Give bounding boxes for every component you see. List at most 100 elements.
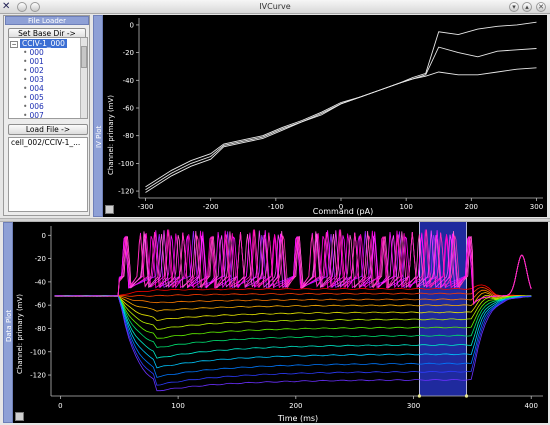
- data-axes: 0 100 200 300 400 0 -20 -40 -60 -80 -100 -120: [30, 226, 543, 410]
- tree-child-item[interactable]: • 000: [23, 48, 44, 57]
- tree-child-item[interactable]: • 006: [23, 102, 44, 111]
- hyperpolarized-trace: [54, 284, 532, 297]
- tree-bullet-icon: •: [23, 75, 28, 84]
- data-y-tick-label: -40: [35, 278, 46, 286]
- tree-scrollbar[interactable]: [80, 38, 87, 118]
- data-y-tick-label: -20: [35, 255, 46, 263]
- tree-child-label: 003: [29, 75, 44, 84]
- directory-tree[interactable]: − CCIV-1_000 • 000 • 001 • 002 • 003 • 004 • 005 • 006…: [8, 37, 88, 119]
- iv-y-tick-label: -120: [118, 188, 134, 196]
- iv-curve-3: [145, 67, 537, 193]
- iv-y-tick-label: -100: [118, 160, 134, 168]
- tree-bullet-icon: •: [23, 57, 28, 66]
- iv-curve-2: [145, 46, 537, 191]
- hyperpolarized-trace: [54, 292, 532, 312]
- hyperpolarized-trace: [54, 294, 532, 369]
- load-file-button[interactable]: Load File ->: [8, 124, 88, 135]
- minimize-button[interactable]: ▾: [509, 2, 519, 12]
- spiking-trace: [54, 229, 532, 305]
- window-title: IVCurve: [259, 2, 291, 11]
- tree-child-item[interactable]: • 003: [23, 75, 44, 84]
- data-x-tick-label: 100: [171, 402, 184, 410]
- tree-scroll-thumb[interactable]: [81, 46, 87, 68]
- iv-curves: [145, 21, 537, 193]
- data-x-axis-label: Time (ms): [277, 414, 318, 423]
- app-icon[interactable]: ✕: [2, 1, 11, 12]
- tree-child-item[interactable]: • 004: [23, 84, 44, 93]
- data-y-tick-label: -80: [35, 325, 46, 333]
- tree-bullet-icon: •: [23, 102, 28, 111]
- loaded-files-list[interactable]: cell_002/CCIV-1_...: [8, 137, 88, 212]
- hyperpolarized-trace: [54, 294, 532, 348]
- iv-y-tick-label: -20: [123, 49, 134, 57]
- data-y-tick-label: -120: [30, 372, 46, 380]
- maximize-button[interactable]: ▴: [522, 2, 532, 12]
- data-x-tick-label: 300: [407, 402, 420, 410]
- iv-x-tick-label: 300: [530, 203, 543, 211]
- loaded-files-container: cell_002/CCIV-1_...: [9, 138, 87, 147]
- tree-child-label: 001: [29, 57, 44, 66]
- tree-root-item[interactable]: − CCIV-1_000: [10, 39, 67, 48]
- iv-y-tick-label: -60: [123, 105, 134, 113]
- data-x-tick-label: 200: [289, 402, 302, 410]
- tree-bullet-icon: •: [23, 84, 28, 93]
- tree-bullet-icon: •: [23, 93, 28, 102]
- tree-child-label: 005: [29, 93, 44, 102]
- data-y-axis-label: Channel: primary (mV): [16, 294, 24, 374]
- data-plot-dock-tab[interactable]: Data Plot: [3, 222, 13, 423]
- data-autoscale-button[interactable]: [15, 412, 24, 421]
- tree-child-item[interactable]: • 007: [23, 111, 44, 119]
- voltage-traces: [54, 229, 532, 392]
- sticky-button[interactable]: [30, 2, 40, 12]
- iv-autoscale-button[interactable]: [105, 205, 114, 214]
- close-button[interactable]: ✕: [536, 2, 546, 12]
- hyperpolarized-trace: [54, 294, 532, 339]
- iv-axes: -300 -200 -100 0 100 200 300 0 -20 -40 -60 -80 -100 -…: [118, 18, 543, 211]
- iv-y-tick-label: 0: [130, 21, 134, 29]
- iv-plot-dock-tab[interactable]: IV Plot: [93, 15, 103, 217]
- iv-x-tick-label: -200: [203, 203, 219, 211]
- iv-y-tick-label: -80: [123, 132, 134, 140]
- hyperpolarized-trace: [54, 289, 532, 304]
- iv-x-tick-label: -100: [268, 203, 284, 211]
- tree-child-label: 004: [29, 84, 44, 93]
- iv-x-tick-label: 100: [399, 203, 412, 211]
- data-plot-tab-label: Data Plot: [5, 309, 13, 342]
- shade-button[interactable]: [17, 2, 27, 12]
- tree-child-item[interactable]: • 001: [23, 57, 44, 66]
- file-loader-dock-title[interactable]: File Loader: [5, 16, 89, 25]
- tree-bullet-icon: •: [23, 48, 28, 57]
- dock-splitter[interactable]: [0, 218, 550, 222]
- tree-bullet-icon: •: [23, 111, 28, 119]
- tree-child-label: 000: [29, 48, 44, 57]
- tree-child-item[interactable]: • 005: [23, 93, 44, 102]
- data-x-tick-label: 400: [525, 402, 538, 410]
- data-plot-area[interactable]: 0 100 200 300 400 0 -20 -40 -60 -80 -100 -120 Time …: [13, 222, 548, 423]
- iv-plot-area[interactable]: -300 -200 -100 0 100 200 300 0 -20 -40 -60 -80 -100 -…: [103, 15, 547, 217]
- tree-child-label: 006: [29, 102, 44, 111]
- iv-plot-svg[interactable]: -300 -200 -100 0 100 200 300 0 -20 -40 -60 -80 -100 -…: [103, 15, 547, 217]
- data-y-tick-label: 0: [42, 232, 46, 240]
- loaded-file-item[interactable]: cell_002/CCIV-1_...: [11, 138, 81, 147]
- iv-x-tick-label: 200: [465, 203, 478, 211]
- window-titlebar: ✕ IVCurve ▾ ▴ ✕: [0, 0, 550, 14]
- iv-x-tick-label: -300: [138, 203, 154, 211]
- iv-x-tick-label: 0: [339, 203, 343, 211]
- tree-expander-icon[interactable]: −: [10, 40, 18, 48]
- data-y-tick-label: -60: [35, 302, 46, 310]
- hyperpolarized-trace: [54, 294, 532, 321]
- iv-curve-1: [145, 21, 537, 188]
- iv-y-axis-label: Channel: primary (mV): [107, 95, 115, 175]
- tree-child-item[interactable]: • 002: [23, 66, 44, 75]
- hyperpolarized-trace: [54, 294, 532, 378]
- tree-child-label: 007: [29, 111, 44, 119]
- hyperpolarized-trace: [54, 294, 532, 392]
- data-plot-svg[interactable]: 0 100 200 300 400 0 -20 -40 -60 -80 -100 -120 Time …: [13, 222, 548, 423]
- iv-plot-tab-label: IV Plot: [95, 125, 103, 148]
- hyperpolarized-trace: [54, 294, 532, 330]
- data-x-tick-label: 0: [58, 402, 62, 410]
- tree-bullet-icon: •: [23, 66, 28, 75]
- tree-root-label: CCIV-1_000: [20, 39, 67, 48]
- iv-y-tick-label: -40: [123, 77, 134, 85]
- iv-x-axis-label: Command (pA): [313, 207, 373, 216]
